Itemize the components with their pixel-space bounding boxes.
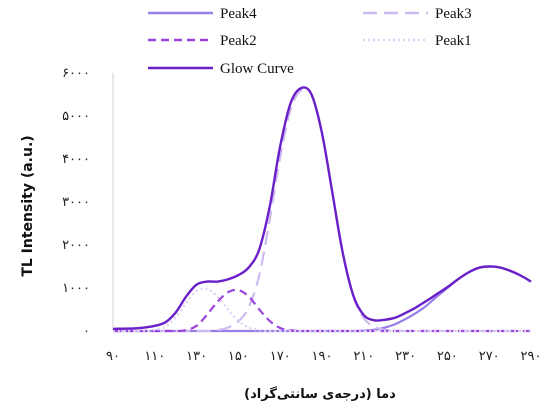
legend-label: Peak2 [220,33,257,49]
chart-ticks: ۰ ۱۰۰۰ ۲۰۰۰ ۳۰۰۰ ۴۰۰۰ ۵۰۰۰ ۶۰۰۰ ۹۰ ۱۱۰ ۱۳۰ ۱۵۰ ۱۷۰ ۱… [62,66,541,364]
x-tick-label: ۱۹۰ [312,349,333,364]
series-line-peak1 [113,287,531,333]
y-tick-label: ۴۰۰۰ [62,152,90,167]
y-tick-label: ۶۰۰۰ [62,66,90,81]
series-line-peak3 [113,87,531,333]
legend-label: Peak4 [220,6,257,22]
x-tick-label: ۱۱۰ [144,349,165,364]
x-tick-label: ۲۹۰ [521,349,542,364]
y-tick-label: ۰ [83,324,90,339]
legend-label: Peak1 [435,33,472,49]
series-line-glow-curve [112,86,532,331]
x-tick-label: ۲۳۰ [395,349,416,364]
legend-label: Peak3 [435,6,472,22]
y-tick-label: ۲۰۰۰ [62,238,90,253]
x-tick-label: ۱۵۰ [228,349,249,364]
x-tick-label: ۹۰ [106,349,120,364]
y-tick-label: ۱۰۰۰ [62,281,90,296]
x-tick-label: ۲۵۰ [437,349,458,364]
x-tick-label: ۱۷۰ [270,349,291,364]
chart-axes [112,73,531,332]
series-line-peak4 [113,265,532,333]
chart-series-layer [112,86,532,333]
legend-label: Glow Curve [220,61,294,77]
x-tick-label: ۲۷۰ [479,349,500,364]
x-axis-label: دما (درجه‌ی سانتی‌گراد) [244,386,396,402]
x-tick-label: ۲۱۰ [353,349,374,364]
x-tick-label: ۱۳۰ [186,349,207,364]
y-tick-label: ۵۰۰۰ [62,109,90,124]
y-tick-label: ۳۰۰۰ [62,195,90,210]
y-axis-label: TL Intensity (a.u.) [20,135,36,276]
chart-legend: Peak4 Peak3 Peak2 Peak1 Glow Curve [148,6,472,77]
series-line-peak2 [113,288,531,333]
